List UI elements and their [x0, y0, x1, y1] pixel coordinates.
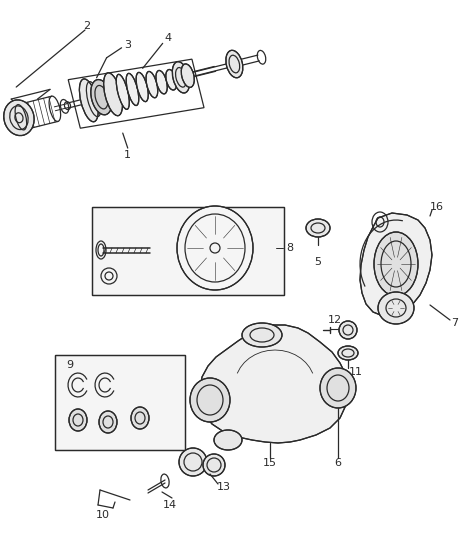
Ellipse shape	[226, 50, 243, 78]
Text: 2: 2	[84, 21, 91, 31]
Ellipse shape	[166, 69, 177, 90]
Ellipse shape	[179, 448, 207, 476]
Text: 1: 1	[124, 150, 131, 160]
Bar	[55, 355, 185, 450]
Text: 11: 11	[349, 367, 363, 377]
Polygon shape	[200, 325, 348, 443]
Bar	[92, 207, 284, 295]
Text: 10: 10	[96, 510, 110, 520]
Ellipse shape	[172, 62, 190, 93]
Ellipse shape	[181, 64, 194, 88]
Ellipse shape	[214, 430, 242, 450]
Ellipse shape	[79, 79, 98, 122]
Text: 6: 6	[334, 458, 342, 468]
Text: 12: 12	[328, 315, 342, 325]
Ellipse shape	[136, 72, 148, 102]
Ellipse shape	[203, 454, 225, 476]
Ellipse shape	[190, 378, 230, 422]
Bar	[92, 207, 284, 295]
Ellipse shape	[104, 73, 123, 116]
Text: 14: 14	[163, 500, 177, 510]
Ellipse shape	[69, 409, 87, 431]
Text: 8: 8	[286, 243, 294, 253]
Ellipse shape	[146, 71, 158, 98]
Text: 7: 7	[451, 318, 458, 328]
Ellipse shape	[306, 219, 330, 237]
Ellipse shape	[99, 411, 117, 433]
Text: 4: 4	[164, 34, 171, 43]
Ellipse shape	[339, 321, 357, 339]
Ellipse shape	[338, 346, 358, 360]
Ellipse shape	[156, 70, 167, 94]
Text: 15: 15	[263, 458, 277, 468]
Text: 9: 9	[66, 360, 74, 370]
Ellipse shape	[116, 74, 129, 109]
Text: 3: 3	[124, 40, 131, 50]
Ellipse shape	[374, 232, 418, 296]
Polygon shape	[360, 213, 432, 316]
Ellipse shape	[4, 100, 34, 136]
Ellipse shape	[378, 292, 414, 324]
Bar	[55, 355, 185, 450]
Text: 5: 5	[314, 257, 322, 267]
Ellipse shape	[177, 206, 253, 290]
Ellipse shape	[126, 74, 139, 105]
Ellipse shape	[320, 368, 356, 408]
Text: 13: 13	[217, 482, 231, 492]
Ellipse shape	[242, 323, 282, 347]
Ellipse shape	[131, 407, 149, 429]
Text: 16: 16	[430, 202, 444, 212]
Ellipse shape	[91, 80, 112, 115]
